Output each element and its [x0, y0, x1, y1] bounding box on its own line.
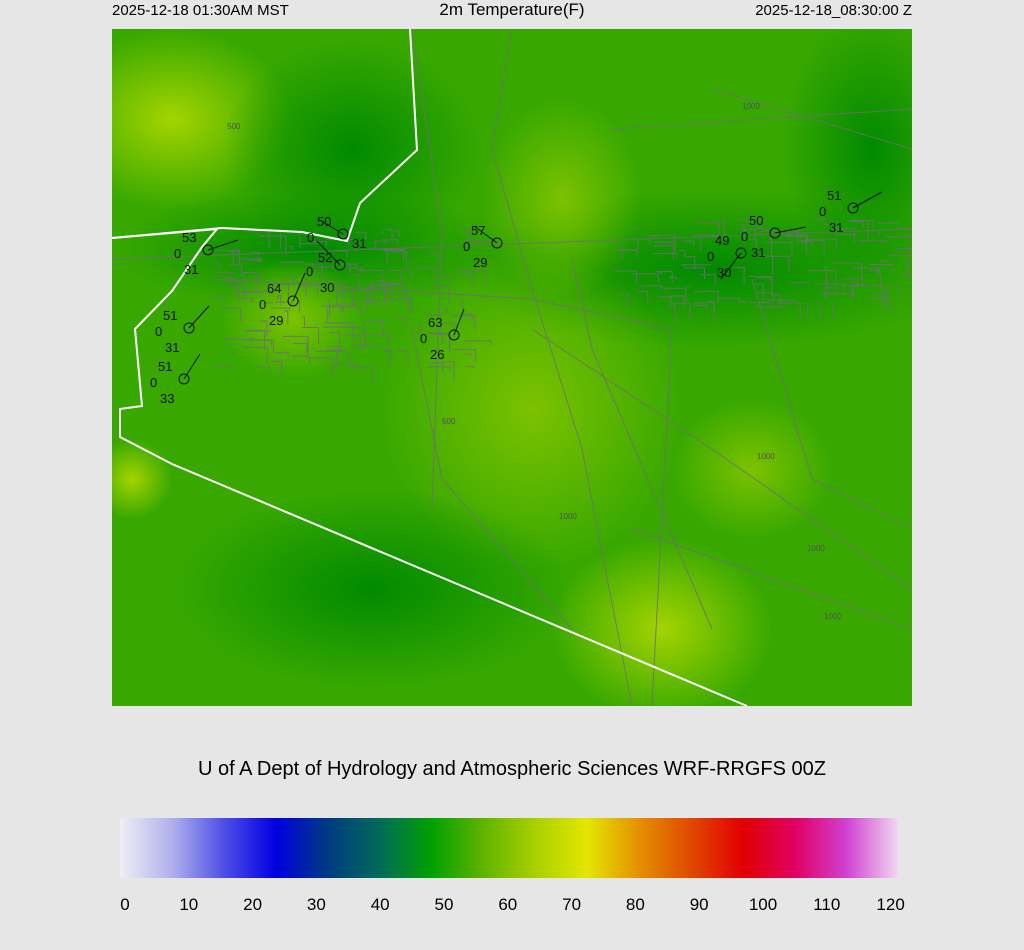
wind-barb-icon	[774, 226, 807, 234]
local-time: 2025-12-18 01:30AM MST	[112, 2, 289, 19]
wind-barb-icon	[453, 308, 465, 336]
colorbar-tick-label: 90	[689, 895, 709, 914]
colorbar-tick-label: 30	[306, 895, 326, 914]
station-dewpoint: 31	[829, 220, 843, 235]
state-borders	[112, 29, 748, 706]
station-plot[interactable]: 500 31	[307, 214, 366, 251]
station-wind: 0	[741, 229, 748, 244]
road-network	[112, 29, 912, 706]
model-credit: U of A Dept of Hydrology and Atmospheric…	[197, 758, 827, 780]
colorbar-tick-label: 50	[434, 895, 454, 914]
station-temperature: 64	[267, 281, 281, 296]
colorbar-tick-label: 60	[498, 895, 518, 914]
station-temperature: 50	[749, 213, 763, 228]
station-temperature: 51	[163, 308, 177, 323]
wind-barb-icon	[292, 272, 306, 302]
contour-label: 500	[227, 122, 241, 131]
station-dewpoint: 31	[751, 245, 765, 260]
wind-barb-icon	[317, 218, 344, 235]
station-circle-icon	[334, 259, 346, 271]
station-dewpoint: 26	[430, 347, 444, 362]
station-wind: 0	[174, 246, 181, 261]
station-circle-icon	[202, 244, 214, 256]
contour-label: 1000	[559, 512, 577, 521]
station-dewpoint: 31	[165, 340, 179, 355]
station-circle-icon	[735, 247, 747, 259]
station-wind: 0	[259, 297, 266, 312]
station-temperature: 51	[827, 188, 841, 203]
station-wind: 0	[819, 204, 826, 219]
utc-time: 2025-12-18_08:30:00 Z	[755, 2, 912, 19]
station-temperature: 50	[317, 214, 331, 229]
colorbar-tick-label: 10	[179, 895, 199, 914]
station-circle-icon	[337, 228, 349, 240]
temperature-colorbar	[120, 818, 898, 878]
colorbar-tick-label: 70	[562, 895, 582, 914]
colorbar-tick-label: 0	[120, 895, 130, 914]
wind-barb-icon	[852, 191, 883, 209]
station-dewpoint: 31	[352, 236, 366, 251]
station-dewpoint: 31	[184, 262, 198, 277]
colorbar-tick-label: 40	[370, 895, 390, 914]
station-circle-icon	[491, 237, 503, 249]
station-temperature: 49	[715, 233, 729, 248]
station-temperature: 57	[471, 223, 485, 238]
station-circle-icon	[847, 202, 859, 214]
colorbar-tick-label: 100	[748, 895, 778, 914]
station-circle-icon	[769, 227, 781, 239]
station-wind: 0	[463, 239, 470, 254]
wind-barb-icon	[188, 305, 210, 329]
wind-barb-icon	[316, 240, 341, 266]
wind-barb-icon	[183, 353, 201, 380]
station-plot[interactable]: 52 0 30	[306, 240, 346, 295]
station-dewpoint: 29	[473, 255, 487, 270]
station-circle-icon	[287, 295, 299, 307]
colorbar-tick-label: 20	[243, 895, 263, 914]
station-wind: 0	[307, 230, 314, 245]
wind-barb-icon	[720, 252, 742, 280]
colorbar-tick-label: 80	[625, 895, 645, 914]
station-temperature: 51	[158, 359, 172, 374]
station-circle-icon	[448, 329, 460, 341]
wind-barb-icon	[207, 239, 239, 251]
temperature-shading	[112, 29, 912, 706]
station-wind: 0	[150, 375, 157, 390]
station-circle-icon	[183, 322, 195, 334]
station-wind: 0	[707, 249, 714, 264]
map-title: 2m Temperature(F)	[439, 0, 585, 19]
station-wind: 0	[155, 324, 162, 339]
contour-label: 1000	[757, 452, 775, 461]
station-dewpoint: 30	[717, 265, 731, 280]
contour-label: 1000	[742, 102, 760, 111]
station-dewpoint: 29	[269, 313, 283, 328]
station-temperature: 63	[428, 315, 442, 330]
station-dewpoint: 30	[320, 280, 334, 295]
wind-barb-icon	[473, 225, 498, 244]
station-temperature: 52	[318, 250, 332, 265]
station-temperature: 53	[182, 230, 196, 245]
contour-label: 1000	[807, 544, 825, 553]
colorbar-tick-label: 120	[876, 895, 905, 914]
station-wind: 0	[420, 331, 427, 346]
colorbar-tick-label: 110	[813, 895, 841, 914]
station-wind: 0	[306, 264, 313, 279]
station-dewpoint: 33	[160, 391, 174, 406]
station-circle-icon	[178, 373, 190, 385]
contour-label: 500	[442, 417, 456, 426]
contour-label: 1000	[824, 612, 842, 621]
